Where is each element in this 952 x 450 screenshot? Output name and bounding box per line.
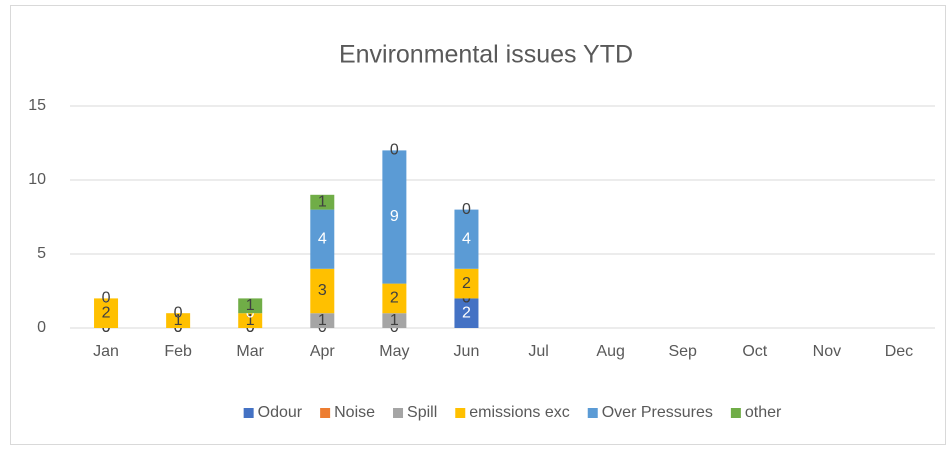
x-tick-label: Jun: [454, 343, 480, 360]
data-label: 1: [390, 312, 399, 329]
legend-swatch: [320, 408, 331, 418]
data-label: 2: [390, 290, 399, 307]
data-label: 0: [174, 304, 183, 321]
data-label: 2: [462, 304, 471, 321]
legend-label: Noise: [334, 404, 375, 421]
data-label: 0: [102, 290, 111, 307]
bar-segment: [310, 194, 335, 210]
bar-segment: [94, 298, 119, 328]
legend-label: Odour: [258, 404, 303, 421]
data-label: 3: [318, 282, 327, 299]
legend-swatch: [587, 408, 598, 418]
data-label: 0: [174, 304, 183, 321]
bar-segment: [382, 283, 407, 314]
legend-label: other: [745, 404, 782, 421]
legend-label: emissions exc: [469, 404, 569, 421]
data-label: 2: [462, 275, 471, 292]
x-tick-label: Nov: [813, 343, 841, 360]
x-tick-label: Dec: [885, 343, 913, 360]
x-tick-label: Sep: [668, 343, 697, 360]
bar-segment: [454, 298, 479, 328]
bar-segment: [454, 209, 479, 269]
bar-segment: [238, 298, 263, 314]
x-tick-label: Jan: [93, 343, 119, 360]
y-tick-label: 10: [28, 171, 46, 188]
data-label: 9: [390, 208, 399, 225]
bar-segment: [310, 268, 335, 314]
x-tick-label: Apr: [310, 343, 336, 360]
data-label: 4: [462, 230, 471, 247]
bar-segment: [238, 313, 263, 328]
legend-label: Spill: [407, 404, 437, 421]
bar-segment: [310, 209, 335, 269]
x-tick-label: Oct: [742, 343, 767, 360]
chart-title: Environmental issues YTD: [339, 41, 633, 69]
x-tick-label: Jul: [528, 343, 548, 360]
legend-swatch: [243, 408, 254, 418]
y-tick-label: 15: [28, 97, 46, 114]
data-label: 2: [102, 304, 111, 321]
y-tick-label: 5: [37, 245, 46, 262]
bar-segment: [382, 150, 407, 284]
x-tick-label: Feb: [164, 343, 192, 360]
data-label: 1: [318, 312, 327, 329]
legend-swatch: [455, 408, 466, 418]
data-label: 1: [174, 312, 183, 329]
legend-swatch: [730, 408, 741, 418]
y-tick-label: 0: [37, 319, 46, 336]
data-label: 1: [318, 193, 327, 210]
data-label: 1: [246, 297, 255, 314]
data-label: 0: [102, 290, 111, 307]
data-label: 1: [246, 312, 255, 329]
legend-swatch: [393, 408, 404, 418]
x-tick-label: May: [379, 343, 409, 360]
data-label: 4: [318, 230, 327, 247]
legend-label: Over Pressures: [602, 404, 713, 421]
data-label: 0: [462, 201, 471, 218]
data-label: 0: [390, 142, 399, 159]
x-tick-label: Mar: [236, 343, 264, 360]
x-tick-label: Aug: [596, 343, 624, 360]
bar-segment: [382, 313, 407, 328]
bar-segment: [310, 313, 335, 328]
bar-segment: [454, 268, 479, 299]
bar-segment: [166, 313, 191, 328]
